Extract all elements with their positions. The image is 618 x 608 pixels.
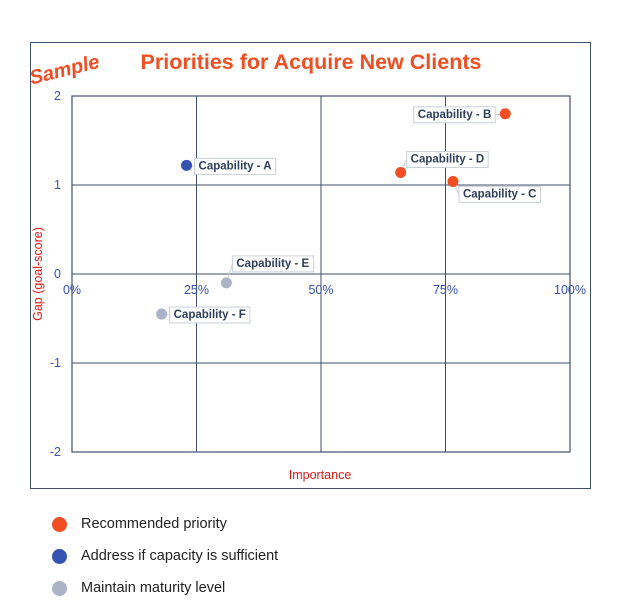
y-axis-label: Gap (goal-score) xyxy=(31,227,45,321)
legend-label-recommended: Recommended priority xyxy=(81,516,227,532)
point-label-box xyxy=(231,255,315,273)
point-label: Capability - F xyxy=(174,309,246,321)
x-tick-label: 100% xyxy=(554,283,586,297)
point-group-capability-e: Capability - E xyxy=(220,255,315,289)
data-point-capability-b xyxy=(499,108,511,120)
x-tick-label: 50% xyxy=(308,283,333,297)
y-tick-label: -1 xyxy=(50,356,61,370)
y-tick-label: 2 xyxy=(54,89,61,103)
legend-item-maintain: Maintain maturity level xyxy=(52,572,278,604)
data-points: Capability - A Capability - B Capability -… xyxy=(156,106,541,324)
legend-label-address: Address if capacity is sufficient xyxy=(81,548,279,564)
point-group-capability-c: Capability - C xyxy=(447,175,541,203)
y-tick-label: 1 xyxy=(54,178,61,192)
point-group-capability-a: Capability - A xyxy=(181,157,277,175)
data-point-capability-c xyxy=(447,175,459,187)
x-tick-label: 25% xyxy=(184,283,209,297)
data-point-capability-e xyxy=(220,277,232,289)
data-point-capability-f xyxy=(156,308,168,320)
point-label: Capability - D xyxy=(411,154,484,166)
point-group-capability-f: Capability - F xyxy=(156,306,251,324)
axis-ticks: 2 1 0 -1 -2 0% 25% 50% 75% 100% xyxy=(50,89,586,459)
point-label-box xyxy=(458,185,541,203)
y-tick-label: 0 xyxy=(54,267,61,281)
data-point-capability-d xyxy=(395,167,407,179)
legend-marker-address xyxy=(52,548,67,564)
legend-item-recommended: Recommended priority xyxy=(52,508,278,540)
data-point-capability-a xyxy=(181,159,193,171)
scatter-chart: 210-1-20% 25% 50% 75% 100% Capability - ACap… xyxy=(27,50,586,482)
point-group-capability-d: Capability - D xyxy=(395,151,489,179)
point-label: Capability - C xyxy=(463,188,536,200)
point-label-box xyxy=(169,306,251,324)
x-tick-label: 0% xyxy=(63,283,81,297)
point-label: Capability - E xyxy=(236,258,309,270)
legend-marker-recommended xyxy=(52,516,67,532)
chart-title: Priorities for Acquire New Clients xyxy=(141,50,482,74)
point-label-box xyxy=(194,157,277,175)
y-tick-label: -2 xyxy=(50,445,61,459)
point-label: Capability - B xyxy=(418,109,491,121)
legend: Recommended priority Address if capacity… xyxy=(52,508,278,604)
watermark-label: Sample xyxy=(27,51,101,90)
point-group-capability-b: Capability - B xyxy=(413,106,511,124)
x-tick-label: 75% xyxy=(433,283,458,297)
point-label: Capability - A xyxy=(199,160,272,172)
x-axis-label: Importance xyxy=(289,468,352,482)
chart-frame xyxy=(30,42,591,489)
grid xyxy=(71,95,571,453)
legend-item-address: Address if capacity is sufficient xyxy=(52,540,278,572)
legend-label-maintain: Maintain maturity level xyxy=(81,580,226,596)
point-label-box xyxy=(406,151,489,169)
point-label-box xyxy=(413,106,496,124)
legend-marker-maintain xyxy=(52,580,67,596)
